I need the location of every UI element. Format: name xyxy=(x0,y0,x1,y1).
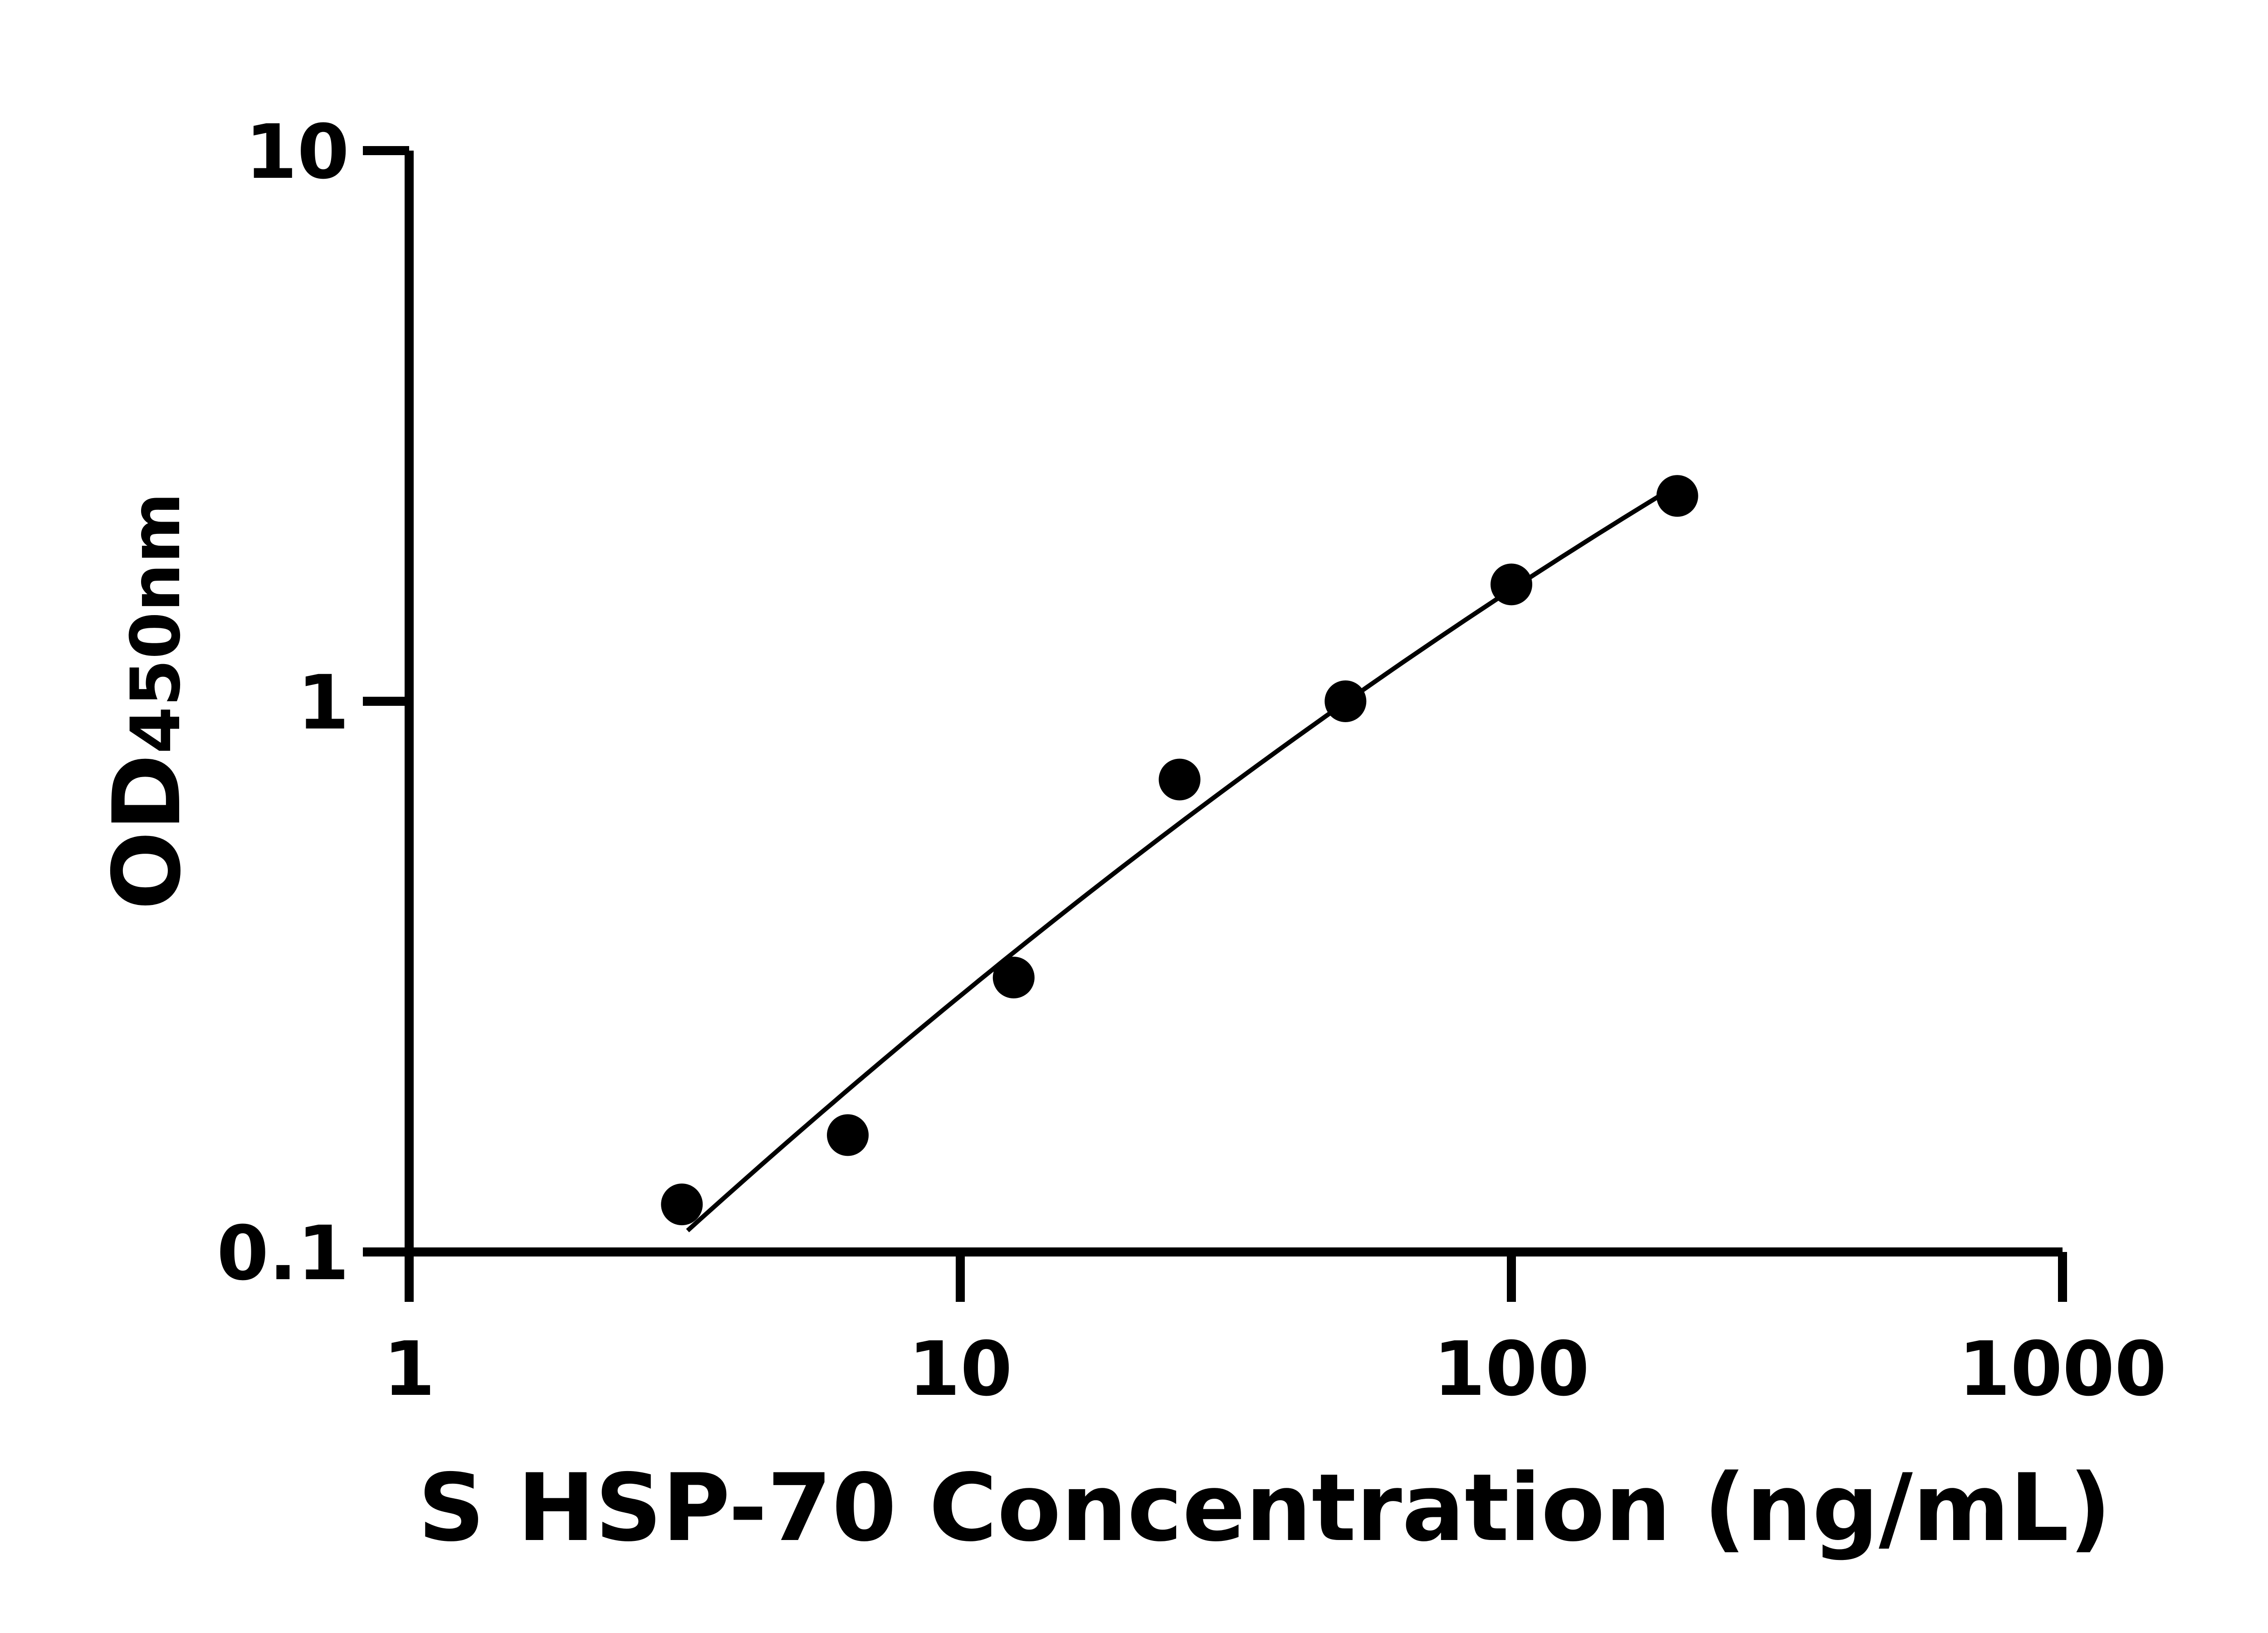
x-tick-label: 100 xyxy=(1433,1325,1589,1413)
y-tick-label: 10 xyxy=(245,108,349,196)
data-point xyxy=(661,1183,703,1226)
x-tick-label: 1 xyxy=(383,1325,435,1413)
y-tick-label: 1 xyxy=(297,659,349,746)
data-point xyxy=(992,957,1035,999)
y-axis-label-sub: 450nm xyxy=(117,493,196,754)
data-points xyxy=(661,475,1698,1226)
data-point xyxy=(826,1114,869,1156)
tick-labels: 1 10 100 1000 0.1 1 10 xyxy=(217,108,2167,1413)
data-point xyxy=(1491,563,1532,606)
axes xyxy=(363,146,2067,1302)
data-point xyxy=(1158,758,1201,801)
y-axis-label: OD450nm xyxy=(93,493,201,910)
data-point xyxy=(1656,475,1698,517)
x-axis-label: S HSP-70 Concentration (ng/mL) xyxy=(418,1454,2111,1562)
y-axis-label-main: OD xyxy=(93,754,201,910)
x-tick-label: 1000 xyxy=(1958,1325,2166,1413)
y-tick-label: 0.1 xyxy=(217,1210,349,1297)
data-point xyxy=(1325,680,1367,722)
x-tick-label: 10 xyxy=(908,1325,1012,1413)
